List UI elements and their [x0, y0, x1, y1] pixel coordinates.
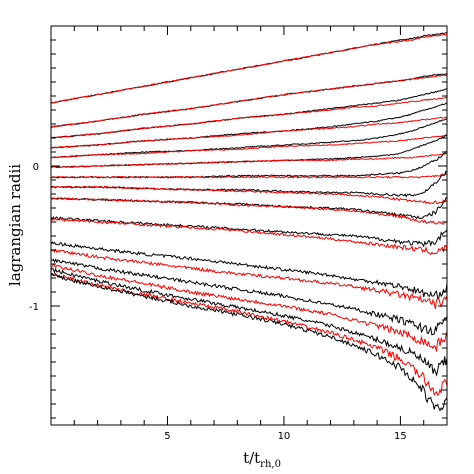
- series-line-27: [50, 273, 448, 412]
- x-tick-label: 10: [278, 431, 291, 442]
- series-line-10: [50, 134, 448, 159]
- plot-frame: [50, 25, 448, 426]
- tick-labels: 5 10 15 0 -1: [29, 162, 407, 442]
- series-line-25: [50, 267, 448, 377]
- series-line-12: [50, 152, 448, 169]
- series-line-24: [50, 263, 448, 352]
- x-tick-label: 5: [164, 431, 170, 442]
- series-line-17: [50, 196, 448, 220]
- series-line-14: [50, 172, 448, 179]
- series-line-16: [51, 185, 448, 205]
- series-line-18: [50, 197, 448, 225]
- series-line-2: [51, 33, 448, 104]
- x-axis-label: t/trh,0: [243, 449, 281, 470]
- x-axis-label-subscript: rh,0: [260, 459, 281, 470]
- y-axis-label: lagrangian radii: [6, 164, 24, 286]
- axis-ticks: [51, 26, 447, 425]
- series-line-22: [50, 248, 448, 310]
- series-line-20: [50, 218, 448, 256]
- series-line-21: [50, 241, 448, 299]
- series-line-4: [50, 74, 448, 128]
- x-tick-label: 15: [394, 431, 407, 442]
- series-line-8: [50, 116, 448, 149]
- y-tick-label: -1: [29, 302, 39, 313]
- x-axis-label-main: t/t: [243, 449, 260, 467]
- series-line-5: [50, 88, 448, 139]
- series-line-7: [51, 102, 448, 149]
- series-line-13: [50, 151, 448, 179]
- series-line-19: [50, 216, 448, 248]
- series-line-11: [50, 134, 448, 169]
- y-tick-label: 0: [33, 162, 39, 173]
- series-line-23: [50, 258, 448, 336]
- series-line-9: [50, 118, 448, 159]
- series-line-6: [50, 96, 448, 139]
- plot-area: [50, 32, 448, 412]
